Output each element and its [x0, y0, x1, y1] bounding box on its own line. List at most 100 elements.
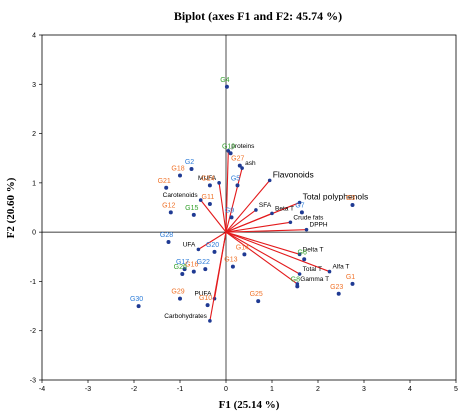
observation-point — [207, 202, 212, 207]
observation-point — [166, 240, 171, 244]
variable-label: Beta T — [275, 205, 294, 212]
x-tick-label: 1 — [270, 386, 274, 393]
variable-label: PUFA — [195, 291, 213, 298]
variable-endpoint — [217, 181, 221, 185]
observation-label: G15 — [185, 205, 198, 212]
observation-label: G26 — [174, 264, 187, 271]
variable-endpoint — [297, 272, 302, 276]
observation-label: G4 — [220, 77, 229, 84]
observation-label: G3 — [346, 195, 355, 202]
observation-label: G27 — [231, 156, 244, 163]
observation-point — [164, 185, 169, 190]
observation-point — [299, 210, 304, 215]
x-tick-label: 4 — [408, 386, 412, 393]
x-tick-label: -4 — [39, 386, 45, 393]
variable-endpoint — [226, 149, 231, 153]
observation-label: G21 — [158, 178, 171, 185]
observation-point — [168, 210, 173, 215]
variable-label: Carotenoids — [163, 192, 199, 199]
variable-vector — [218, 182, 227, 233]
variable-label: DPPH — [310, 222, 328, 229]
observation-label: G7 — [295, 202, 304, 209]
variable-endpoint — [297, 200, 302, 205]
variable-vector — [225, 221, 291, 233]
variable-label: Total T — [303, 266, 322, 273]
y-tick-label: -1 — [30, 279, 36, 286]
variable-label: Crude fats — [293, 214, 324, 221]
y-tick-label: 1 — [32, 180, 36, 187]
x-axis-ticks: -4 -3 -2 -1 0 1 2 3 4 5 — [39, 380, 458, 393]
observation-point — [205, 303, 210, 308]
variable-vector — [225, 231, 330, 273]
observation-point — [229, 215, 234, 220]
observation-point — [295, 284, 300, 289]
observation-label: G9 — [225, 207, 234, 214]
variable-endpoint — [208, 319, 212, 323]
variable-vector — [225, 180, 271, 233]
observation-labels: G1G2G3G4G5G6G7G8G9G10G11G12G13G14G15G16G… — [130, 77, 355, 303]
observation-label: G13 — [224, 257, 237, 264]
y-tick-label: -3 — [30, 378, 36, 385]
observation-label: G10 — [199, 295, 212, 302]
variable-vector — [200, 199, 227, 233]
observation-point — [207, 183, 212, 188]
observation-label: G6 — [298, 249, 307, 256]
variable-label: ash — [245, 160, 256, 167]
observation-point — [256, 299, 261, 304]
observation-label: G19 — [222, 143, 235, 150]
observation-point — [180, 272, 185, 277]
variable-vector — [209, 232, 227, 321]
y-tick-label: 4 — [32, 33, 36, 40]
observation-label: G22 — [197, 259, 210, 266]
variable-endpoint — [196, 247, 201, 252]
variable-endpoint — [270, 211, 274, 216]
observation-label: G29 — [171, 289, 184, 296]
observation-point — [203, 267, 208, 272]
observation-label: G23 — [330, 284, 343, 291]
x-tick-label: 5 — [454, 386, 458, 393]
variable-label: Alfa T — [333, 264, 350, 271]
observation-label: G16 — [185, 262, 198, 269]
variable-endpoint — [288, 220, 293, 225]
x-tick-label: 3 — [362, 386, 366, 393]
variable-endpoint — [240, 166, 244, 170]
observation-label: G25 — [250, 291, 263, 298]
variable-vector — [225, 150, 229, 233]
observation-point — [224, 84, 229, 89]
x-tick-label: -2 — [131, 386, 137, 393]
y-axis-title: F2 (20.60 %) — [5, 177, 17, 238]
zero-axes — [42, 35, 456, 380]
variable-label: MUFA — [198, 175, 217, 182]
variable-vector — [225, 229, 307, 233]
observation-label: G1 — [346, 274, 355, 281]
observation-point — [191, 269, 196, 274]
observation-label: G5 — [231, 175, 240, 182]
observation-point — [228, 151, 233, 156]
variable-endpoint — [267, 178, 272, 183]
variable-endpoint — [304, 227, 309, 232]
observation-point — [136, 304, 141, 309]
observation-label: G8 — [291, 276, 300, 283]
y-axis-ticks: -3 -2 -1 0 1 2 3 4 — [30, 33, 42, 385]
observation-point — [178, 173, 182, 178]
observation-points — [136, 84, 355, 309]
observation-label: G20 — [206, 242, 219, 249]
y-tick-label: -2 — [30, 328, 36, 335]
observation-label: G12 — [162, 202, 175, 209]
observation-point — [191, 212, 196, 217]
variable-label: proteins — [231, 143, 255, 150]
observation-point — [242, 252, 247, 257]
variable-label: Gamma T — [300, 276, 329, 283]
observation-label: G2 — [185, 159, 194, 166]
observation-point — [350, 203, 355, 208]
observation-label: G28 — [160, 232, 173, 239]
variable-endpoint — [327, 269, 332, 274]
x-tick-label: -3 — [85, 386, 91, 393]
variable-vectors — [196, 149, 332, 323]
variable-endpoint — [297, 252, 302, 257]
observation-point — [237, 163, 242, 168]
variable-vector — [198, 231, 227, 250]
variable-vector — [225, 231, 300, 255]
variable-label: SFA — [259, 202, 272, 209]
